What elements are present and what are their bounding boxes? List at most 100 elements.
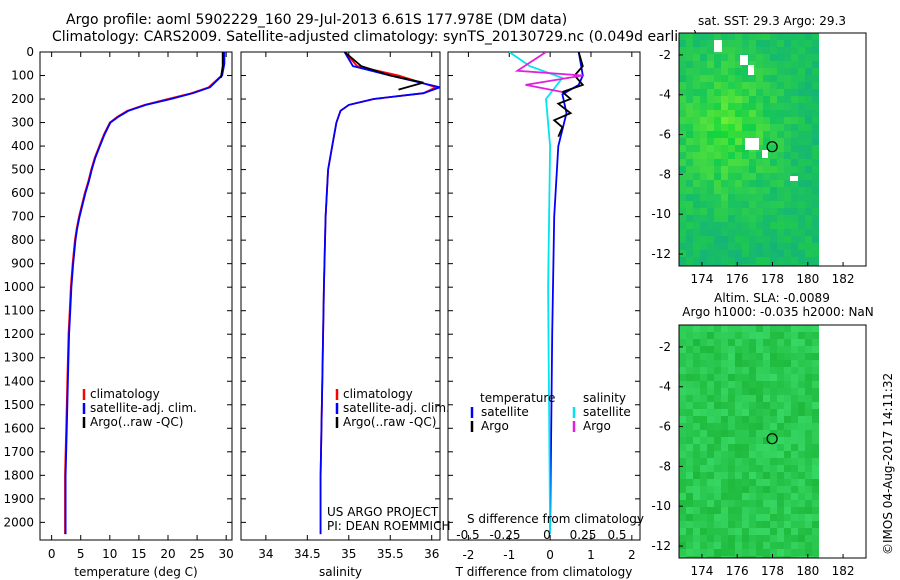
sst_map-field-cell xyxy=(735,215,742,222)
sst_map-field-cell xyxy=(770,124,777,131)
sla_map-field-cell xyxy=(707,332,714,339)
sst_map-field-cell xyxy=(693,229,700,236)
sst_map-field-cell xyxy=(770,145,777,152)
sla_map-field-cell xyxy=(784,430,791,437)
sst_map-field-cell xyxy=(791,208,798,215)
sst_map-field-cell xyxy=(686,236,693,243)
sst_map-field-cell xyxy=(728,40,735,47)
sst_map-field-cell xyxy=(749,117,756,124)
sst_map-field-cell xyxy=(721,117,728,124)
sst_map-field-cell xyxy=(742,68,749,75)
sla_map-xtick-label: 182 xyxy=(832,564,855,578)
sst_map-field-cell xyxy=(763,40,770,47)
sla_map-field-cell xyxy=(686,528,693,535)
sst_map-field-cell xyxy=(707,138,714,145)
sst_map-field-cell xyxy=(693,159,700,166)
sst_map-field-cell xyxy=(714,250,721,257)
sst_map-field-cell xyxy=(693,54,700,61)
sla_map-field-cell xyxy=(700,353,707,360)
sst_map-field-cell xyxy=(749,103,756,110)
sla_map-field-cell xyxy=(749,465,756,472)
sst_map-field-cell xyxy=(721,222,728,229)
sla_map-field-cell xyxy=(763,542,770,549)
sla_map-field-cell xyxy=(728,493,735,500)
differences-xtick-label: 2 xyxy=(628,548,636,562)
sst_map-field-cell xyxy=(777,75,784,82)
sla_map-field-cell xyxy=(770,402,777,409)
sst_map-field-cell xyxy=(805,96,812,103)
sla_map-field-cell xyxy=(749,535,756,542)
sla_map-field-cell xyxy=(735,360,742,367)
sst_map-field-cell xyxy=(721,124,728,131)
sla_map-field-cell xyxy=(805,556,812,558)
sla_map-field-cell xyxy=(686,402,693,409)
sla_map-field-cell xyxy=(728,402,735,409)
sla_map-field-cell xyxy=(735,444,742,451)
sst_map-field-cell xyxy=(686,110,693,117)
sst_map-field-cell xyxy=(693,208,700,215)
sst_map-field-cell xyxy=(679,159,686,166)
sla_map-field-cell xyxy=(728,500,735,507)
sst_map-field-cell xyxy=(812,138,819,145)
sst_map-field-cell xyxy=(749,124,756,131)
sla_map-field-cell xyxy=(721,381,728,388)
sla_map-field-cell xyxy=(756,353,763,360)
sst_map-field-cell xyxy=(693,61,700,68)
sla_map-field-cell xyxy=(735,465,742,472)
sst_map-field-cell xyxy=(784,75,791,82)
sla_map-field-cell xyxy=(756,451,763,458)
sst_map-field-cell xyxy=(798,236,805,243)
sla_map-field-cell xyxy=(791,360,798,367)
sst_map-field-cell xyxy=(805,173,812,180)
sst_map-field-cell xyxy=(812,103,819,110)
sla_map-field-cell xyxy=(700,451,707,458)
sla_map-field-cell xyxy=(749,332,756,339)
sst_map-field-cell xyxy=(714,54,721,61)
temperature-series-satellite-adj-clim- xyxy=(64,52,226,535)
sst_map-field-cell xyxy=(728,89,735,96)
sla_map-field-cell xyxy=(693,556,700,558)
sst_map-field-cell xyxy=(686,54,693,61)
sla_map-field-cell xyxy=(707,444,714,451)
sst_map-field-cell xyxy=(749,180,756,187)
sla_map-field-cell xyxy=(742,493,749,500)
sst_map-field-cell xyxy=(791,243,798,250)
sst_map-field-cell xyxy=(777,250,784,257)
sla_map-field-cell xyxy=(756,500,763,507)
sla_map-field-cell xyxy=(735,507,742,514)
sst_map-field-cell xyxy=(784,194,791,201)
sst_map-field-cell xyxy=(679,194,686,201)
temperature-xtick-label: 20 xyxy=(160,547,175,561)
sla_map-field-cell xyxy=(791,444,798,451)
sst_map-field-cell xyxy=(700,96,707,103)
sla_map-field-cell xyxy=(693,409,700,416)
sst_map-field-cell xyxy=(693,138,700,145)
sst_map-field-cell xyxy=(770,103,777,110)
sst_map-field-cell xyxy=(735,159,742,166)
sst_map-field-cell xyxy=(798,145,805,152)
sst_map-field-cell xyxy=(707,173,714,180)
sla_map-field-cell xyxy=(777,521,784,528)
sla_map-field-cell xyxy=(812,458,819,465)
sla_map-field-cell xyxy=(686,409,693,416)
sst_map-field-cell xyxy=(784,264,791,266)
sla_map-field-cell xyxy=(756,549,763,556)
sla_map-field-cell xyxy=(707,528,714,535)
sla_map-field-cell xyxy=(791,472,798,479)
sst_map-field-cell xyxy=(763,208,770,215)
sla_map-field-cell xyxy=(742,444,749,451)
sla_map-field-cell xyxy=(812,549,819,556)
sla_map-field-cell xyxy=(721,346,728,353)
sst_map-field-cell xyxy=(798,229,805,236)
sla_map-field-cell xyxy=(707,472,714,479)
sla_map-field-cell xyxy=(777,409,784,416)
sst_map-field-cell xyxy=(679,110,686,117)
sla_map-field-cell xyxy=(763,528,770,535)
sst_map-field-cell xyxy=(686,229,693,236)
sla_map-field-cell xyxy=(728,458,735,465)
sst_map-field-cell xyxy=(777,243,784,250)
sla_map-field-cell xyxy=(805,374,812,381)
sla_map-field-cell xyxy=(763,549,770,556)
sla_map-field-cell xyxy=(693,388,700,395)
sst_map-field-cell xyxy=(777,236,784,243)
